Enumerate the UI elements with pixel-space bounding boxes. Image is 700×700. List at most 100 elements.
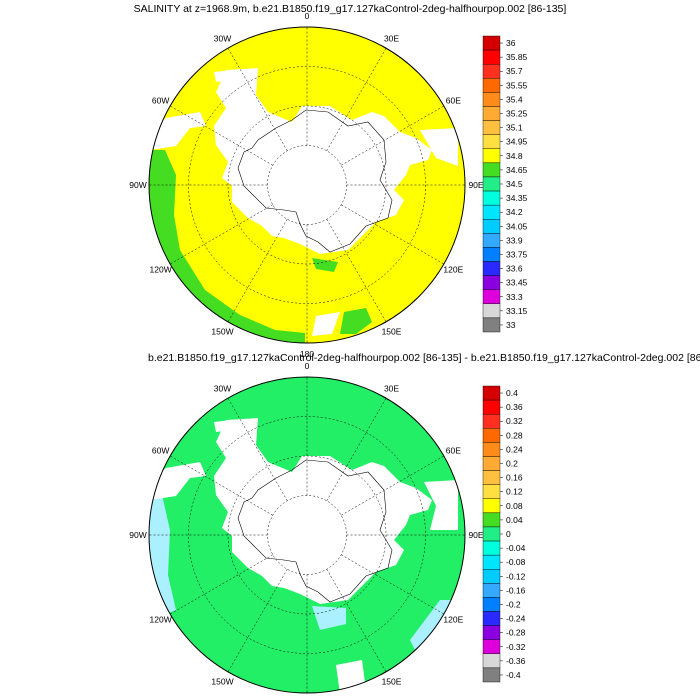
- colorbar-tick-label: -0.04: [506, 543, 526, 553]
- longitude-label: 30E: [384, 34, 399, 44]
- colorbar-tick-label: 34.8: [506, 151, 523, 161]
- latitude-circle: [188, 66, 426, 304]
- colorbar-swatch: [482, 498, 501, 514]
- colorbar-tick-label: 0.04: [506, 515, 523, 525]
- colorbar-swatch: [482, 428, 501, 443]
- land-mask-sw: [150, 462, 206, 500]
- colorbar-top: 36 35.85 35.7 35.55 35.4 35.25 35.1 34.95 34.8 34…: [482, 35, 528, 333]
- longitude-label: 60E: [446, 96, 461, 106]
- colorbar-tick-label: 34.2: [506, 207, 523, 217]
- colorbar-swatch: [482, 554, 501, 570]
- graticule-top: [149, 27, 465, 343]
- colorbar-swatch: [482, 526, 501, 542]
- colorbar-tick-label: -0.36: [506, 656, 526, 666]
- colorbar-swatch: [482, 540, 501, 556]
- longitude-label: 0: [305, 361, 310, 371]
- colorbar-swatch: [482, 625, 501, 640]
- colorbar-swatch: [482, 667, 501, 683]
- colorbar-tick-label: -0.24: [506, 614, 526, 624]
- longitude-label: 120E: [443, 265, 463, 275]
- colorbar-swatch: [482, 399, 501, 415]
- colorbar-tick-label: 34.05: [506, 221, 528, 231]
- colorbar-swatch: [482, 583, 501, 598]
- colorbar-swatch: [482, 92, 501, 107]
- colorbar-tick-label: 0.32: [506, 416, 523, 426]
- longitude-label: 150E: [382, 676, 402, 686]
- longitude-label: 60W: [152, 96, 169, 106]
- antarctic-coastline: [237, 459, 393, 603]
- colorbar-tick-label: 33.75: [506, 249, 528, 259]
- colorbar-swatch: [482, 289, 501, 305]
- land-mask-sw: [150, 112, 206, 150]
- colorbar-swatch: [482, 190, 501, 206]
- colorbar-bottom: 0.4 0.36 0.32 0.28 0.24 0.2 0.16 0.12 0.08 0.04 0 -…: [482, 385, 526, 683]
- colorbar-tick-label: 33.6: [506, 264, 523, 274]
- longitude-label: 30W: [214, 34, 231, 44]
- longitude-label: 90E: [468, 180, 483, 190]
- colorbar-tick-label: 0.16: [506, 473, 523, 483]
- colorbar-tick-label: -0.12: [506, 571, 526, 581]
- land-mask-east-patch: [424, 480, 458, 530]
- longitude-label: 30W: [214, 384, 231, 394]
- colorbar-swatch: [482, 49, 501, 65]
- longitude-label: 60E: [446, 446, 461, 456]
- map-border-bottom: [148, 376, 466, 694]
- colorbar-tick-label: 35.1: [506, 123, 523, 133]
- antarctic-coastline: [237, 109, 393, 253]
- colorbar-swatch: [482, 219, 501, 234]
- colorbar-tick-label: 35.7: [506, 66, 523, 76]
- colorbar-tick-label: -0.28: [506, 628, 526, 638]
- colorbar-swatch: [482, 106, 501, 121]
- colorbar-tick-label: 34.35: [506, 193, 528, 203]
- colorbar-swatch: [482, 317, 501, 333]
- colorbar-tick-label: 0: [506, 529, 511, 539]
- longitude-label: 30E: [384, 384, 399, 394]
- latitude-circle: [188, 416, 426, 654]
- longitude-label: 120W: [150, 265, 172, 275]
- colorbar-swatch: [482, 204, 501, 220]
- colorbar-tick-label: 34.95: [506, 137, 528, 147]
- land-mask-s: [312, 312, 340, 336]
- colorbar-swatch: [482, 442, 501, 457]
- land-mask-top-patch: [214, 420, 232, 432]
- land-mask-east-patch: [420, 128, 458, 166]
- colorbar-swatch: [482, 148, 501, 164]
- panel-title-bottom: b.e21.B1850.f19_g17.127kaControl-2deg-ha…: [148, 352, 700, 364]
- colorbar-tick-label: -0.08: [506, 557, 526, 567]
- graticule-bottom: [149, 377, 465, 693]
- colorbar-tick-label: 34.5: [506, 179, 523, 189]
- colorbar-swatch: [482, 484, 501, 499]
- colorbar-tick-label: -0.32: [506, 642, 526, 652]
- colorbar-swatch: [482, 303, 501, 319]
- longitude-label: 90E: [468, 530, 483, 540]
- colorbar-swatch: [482, 611, 501, 626]
- polar-map-top: 0 30E 60E 90E 120E 150E 180 150W 120W 90W 60W 30W: [129, 11, 484, 359]
- panel-title-top: SALINITY at z=1968.9m, b.e21.B1850.f19_g…: [133, 3, 567, 15]
- colorbar-tick-label: 35.55: [506, 80, 528, 90]
- longitude-label: 150E: [382, 326, 402, 336]
- longitude-label: 120E: [443, 615, 463, 625]
- colorbar-swatch: [482, 470, 501, 485]
- colorbar-swatch: [482, 275, 501, 290]
- colorbar-tick-label: 33.45: [506, 278, 528, 288]
- colorbar-swatch: [482, 134, 501, 149]
- colorbar-tick-label: 33: [506, 320, 516, 330]
- map-border-top: [148, 26, 466, 344]
- colorbar-tick-label: 34.65: [506, 165, 528, 175]
- colorbar-tick-label: 33.9: [506, 235, 523, 245]
- colorbar-swatch: [482, 261, 501, 276]
- colorbar-swatch: [482, 233, 501, 248]
- colorbar-tick-label: -0.2: [506, 599, 521, 609]
- colorbar-tick-label: 0.4: [506, 388, 518, 398]
- colorbar-tick-label: -0.4: [506, 670, 521, 680]
- longitude-label: 90W: [129, 530, 146, 540]
- colorbar-swatch: [482, 78, 501, 93]
- colorbar-tick-label: 33.15: [506, 306, 528, 316]
- colorbar-tick-label: 33.3: [506, 292, 523, 302]
- latitude-circle: [227, 105, 387, 265]
- longitude-label: 120W: [150, 615, 172, 625]
- colorbar-tick-label: 0.12: [506, 487, 523, 497]
- longitude-label: 0: [305, 11, 310, 21]
